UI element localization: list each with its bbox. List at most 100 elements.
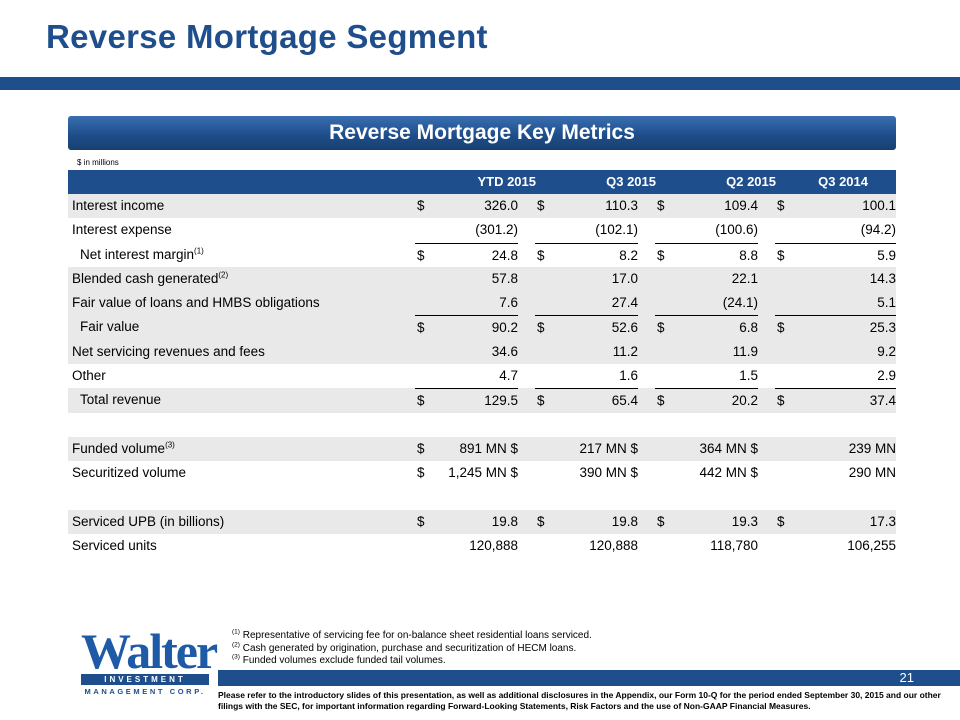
table-cell: 120,888 <box>535 534 638 558</box>
table-cell: $20.2 <box>655 388 758 413</box>
cell-value: 891 MN $ <box>459 440 518 456</box>
company-logo: Walter INVESTMENT MANAGEMENT CORP. <box>81 623 218 698</box>
currency-symbol: $ <box>657 320 665 336</box>
cell-value: 90.2 <box>491 320 518 336</box>
currency-symbol: $ <box>777 320 785 336</box>
row-spacer <box>68 413 896 437</box>
table-cell: 290 MN <box>775 461 896 485</box>
cell-value: 120,888 <box>469 538 518 554</box>
table-cell: 5.1 <box>775 291 896 315</box>
table-cell: $6.8 <box>655 315 758 340</box>
cell-value: 52.6 <box>611 320 638 336</box>
cell-value: 290 MN <box>848 465 896 481</box>
cell-value: 120,888 <box>589 538 638 554</box>
table-cell: $24.8 <box>415 242 518 268</box>
cell-value: (24.1) <box>722 295 758 311</box>
row-label: Net servicing revenues and fees <box>72 343 265 359</box>
cell-value: 11.2 <box>612 343 638 359</box>
row-label: Fair value <box>80 319 140 335</box>
footnote-2: (2) Cash generated by origination, purch… <box>232 641 577 654</box>
currency-symbol: $ <box>537 393 545 409</box>
table-cell: $8.8 <box>655 242 758 268</box>
metrics-table: YTD 2015 Q3 2015 Q2 2015 Q3 2014 Interes… <box>68 170 896 558</box>
table-row: Interest income $326.0 $110.3 $109.4 $100.1 <box>68 194 896 219</box>
row-label: Interest expense <box>72 222 172 238</box>
table-cell: (24.1) <box>655 291 758 315</box>
footnotes: (1) Representative of servicing fee for … <box>232 629 592 668</box>
table-cell: $17.3 <box>775 510 896 534</box>
table-row: Funded volume(3) $891 MN $ 217 MN $ 364 MN … <box>68 436 896 462</box>
logo-line-2: MANAGEMENT CORP. <box>84 687 206 696</box>
table-cell: $90.2 <box>415 315 518 340</box>
table-body: Interest income $326.0 $110.3 $109.4 $100.1 I… <box>68 194 896 558</box>
cell-value: 22.1 <box>731 270 758 286</box>
table-cell: $129.5 <box>415 388 518 413</box>
table-cell: 106,255 <box>775 534 896 558</box>
currency-symbol: $ <box>417 320 425 336</box>
cell-value: 8.8 <box>739 247 758 263</box>
cell-value: 106,255 <box>847 538 896 554</box>
cell-value: 11.9 <box>732 343 758 359</box>
table-cell: 364 MN $ <box>655 437 758 461</box>
table-cell: (301.2) <box>415 218 518 242</box>
title-divider <box>0 77 960 90</box>
cell-value: (94.2) <box>860 222 896 238</box>
column-header-q2-2015: Q2 2015 <box>726 174 776 189</box>
table-cell: 2.9 <box>775 364 896 388</box>
table-cell: 11.9 <box>655 340 758 364</box>
cell-value: 24.8 <box>491 247 518 263</box>
table-cell: 14.3 <box>775 267 896 291</box>
footer-bar: 21 <box>218 670 960 686</box>
table-cell: $5.9 <box>775 242 896 268</box>
cell-value: 364 MN $ <box>699 440 758 456</box>
table-cell: 9.2 <box>775 340 896 364</box>
table-cell: $8.2 <box>535 242 638 268</box>
table-cell: $52.6 <box>535 315 638 340</box>
cell-value: (301.2) <box>475 222 518 238</box>
cell-value: 19.3 <box>731 513 758 529</box>
table-cell: $19.3 <box>655 510 758 534</box>
cell-value: 19.8 <box>491 513 518 529</box>
column-header-q3-2014: Q3 2014 <box>818 174 868 189</box>
row-label: Other <box>72 368 106 384</box>
cell-value: 57.8 <box>491 270 518 286</box>
currency-symbol: $ <box>417 393 425 409</box>
table-cell: $326.0 <box>415 194 518 218</box>
cell-value: 25.3 <box>869 320 896 336</box>
table-cell: 118,780 <box>655 534 758 558</box>
row-label: Total revenue <box>80 392 162 408</box>
currency-symbol: $ <box>537 513 545 529</box>
cell-value: 100.1 <box>862 198 896 213</box>
currency-symbol: $ <box>417 440 425 456</box>
table-cell: $1,245 MN $ <box>415 461 518 485</box>
cell-value: 20.2 <box>731 393 758 409</box>
page-title: Reverse Mortgage Segment <box>46 18 488 55</box>
table-row: Fair value of loans and HMBS obligations… <box>68 291 896 316</box>
table-row: Serviced UPB (in billions) $19.8 $19.8 $19.… <box>68 509 896 535</box>
table-row: Securitized volume $1,245 MN $ 390 MN $ 442… <box>68 461 896 485</box>
currency-symbol: $ <box>657 247 665 263</box>
table-row: Other 4.7 1.6 1.5 2.9 <box>68 364 896 388</box>
table-cell: $65.4 <box>535 388 638 413</box>
currency-symbol: $ <box>777 393 785 409</box>
units-note: $ in millions <box>77 158 119 167</box>
cell-value: 14.3 <box>869 270 896 286</box>
table-cell: 442 MN $ <box>655 461 758 485</box>
currency-symbol: $ <box>417 513 425 529</box>
cell-value: 1.5 <box>739 368 758 384</box>
cell-value: 37.4 <box>869 393 896 409</box>
table-row: Fair value $90.2 $52.6 $6.8 $25.3 <box>68 315 896 340</box>
cell-value: 65.4 <box>611 393 638 409</box>
footnote-3: (3) Funded volumes exclude funded tail v… <box>232 653 446 666</box>
table-cell: 7.6 <box>415 291 518 315</box>
row-label: Securitized volume <box>72 465 187 481</box>
column-header-ytd-2015: YTD 2015 <box>477 174 536 189</box>
cell-value: 8.2 <box>619 247 638 263</box>
table-cell: $19.8 <box>415 510 518 534</box>
table-cell: 4.7 <box>415 364 518 388</box>
currency-symbol: $ <box>657 198 665 213</box>
table-cell: 1.6 <box>535 364 638 388</box>
cell-value: 390 MN $ <box>579 465 638 481</box>
section-banner: Reverse Mortgage Key Metrics <box>68 116 896 150</box>
table-row: Interest expense (301.2) (102.1) (100.6) (94… <box>68 218 896 242</box>
